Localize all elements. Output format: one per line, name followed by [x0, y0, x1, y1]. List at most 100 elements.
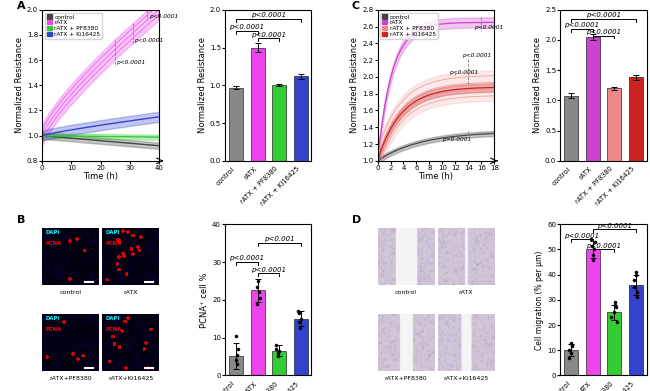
Text: PCNA: PCNA	[105, 241, 122, 246]
Text: rATX+Ki16425: rATX+Ki16425	[443, 376, 489, 381]
Point	[232, 352, 242, 358]
Text: DAPI: DAPI	[105, 230, 120, 235]
Point	[254, 289, 264, 296]
Y-axis label: Cell migration (% per μm): Cell migration (% per μm)	[536, 250, 545, 350]
Text: rATX+Ki16425: rATX+Ki16425	[108, 376, 153, 381]
Text: rATX+PF8380: rATX+PF8380	[49, 376, 92, 381]
Bar	[272, 351, 286, 375]
Text: p<0.0001: p<0.0001	[149, 14, 178, 19]
Point	[606, 314, 616, 321]
Point	[293, 308, 304, 314]
Point	[271, 342, 281, 348]
Point	[564, 355, 574, 361]
Text: p=0.0001: p=0.0001	[443, 137, 472, 142]
Bar	[607, 312, 621, 375]
Text: DAPI: DAPI	[105, 316, 120, 321]
Bar	[294, 76, 307, 161]
Bar	[564, 95, 579, 161]
Point	[231, 333, 241, 339]
Y-axis label: Normalized Resistance: Normalized Resistance	[350, 37, 359, 133]
Point	[612, 319, 622, 326]
Text: p<0.0001: p<0.0001	[116, 60, 146, 65]
Bar	[564, 350, 579, 375]
Bar	[629, 77, 643, 161]
Point	[610, 299, 621, 305]
Point	[631, 269, 642, 275]
Bar	[294, 319, 307, 375]
X-axis label: Time (h): Time (h)	[83, 172, 118, 181]
Text: PCNA: PCNA	[45, 327, 61, 332]
Text: rATX: rATX	[124, 290, 138, 295]
Bar	[586, 249, 600, 375]
Point	[632, 294, 642, 300]
Text: p<0.0001: p<0.0001	[462, 53, 491, 58]
Point	[252, 283, 262, 290]
Text: p<0.0001: p<0.0001	[564, 233, 600, 239]
Text: p<0.0001: p<0.0001	[474, 25, 503, 30]
Text: rATX+PF8380: rATX+PF8380	[385, 376, 427, 381]
Legend: control, rATX, rATX + PF8380, rATX + Ki16425: control, rATX, rATX + PF8380, rATX + Ki1…	[380, 13, 437, 39]
Text: p<0.0001: p<0.0001	[229, 24, 265, 30]
Bar	[229, 88, 243, 161]
Text: C: C	[352, 1, 360, 11]
Point	[296, 316, 306, 322]
Bar	[629, 285, 643, 375]
Point	[586, 236, 596, 242]
Point	[566, 339, 576, 346]
Point	[588, 256, 598, 263]
Text: control: control	[395, 290, 417, 295]
Y-axis label: PCNA⁺ cell %: PCNA⁺ cell %	[200, 272, 209, 328]
Text: p<0.0001: p<0.0001	[586, 29, 621, 35]
Text: p<0.001: p<0.001	[264, 237, 294, 242]
Text: p<0.0001: p<0.0001	[229, 255, 265, 261]
Bar	[250, 291, 265, 375]
Point	[274, 348, 285, 354]
Point	[566, 350, 577, 356]
Text: PCNA: PCNA	[105, 327, 122, 332]
Bar	[272, 85, 286, 161]
Text: B: B	[16, 215, 25, 225]
Text: rATX: rATX	[459, 290, 473, 295]
Text: p<0.0001: p<0.0001	[134, 38, 163, 43]
Text: p<0.0001: p<0.0001	[586, 12, 621, 18]
Point	[253, 278, 263, 284]
Text: p<0.0001: p<0.0001	[251, 12, 286, 18]
Text: DAPI: DAPI	[45, 316, 59, 321]
Point	[567, 343, 577, 350]
Point	[294, 310, 304, 316]
Point	[233, 346, 244, 352]
Bar	[607, 88, 621, 161]
Point	[629, 284, 639, 291]
Point	[629, 276, 640, 283]
Point	[271, 346, 281, 352]
Y-axis label: Normalized Resistance: Normalized Resistance	[15, 37, 24, 133]
Point	[588, 251, 599, 258]
Text: p<0.0001: p<0.0001	[251, 32, 286, 38]
Y-axis label: Normalized Resistance: Normalized Resistance	[533, 37, 542, 133]
Point	[589, 246, 599, 253]
Bar	[229, 356, 243, 375]
Point	[590, 239, 601, 245]
X-axis label: Time (h): Time (h)	[419, 172, 454, 181]
Point	[610, 302, 620, 308]
Point	[587, 242, 597, 249]
Point	[564, 347, 574, 353]
Point	[231, 361, 242, 367]
Bar	[250, 48, 265, 161]
Point	[273, 353, 283, 360]
Text: A: A	[16, 1, 25, 11]
Point	[608, 309, 619, 316]
Point	[294, 325, 305, 331]
Point	[630, 271, 641, 278]
Text: p<0.0001: p<0.0001	[586, 243, 621, 249]
Bar	[586, 37, 600, 161]
Text: PCNA: PCNA	[45, 241, 61, 246]
Text: p<0.0001: p<0.0001	[251, 267, 286, 273]
Text: DAPI: DAPI	[45, 230, 59, 235]
Text: control: control	[60, 290, 82, 295]
Text: D: D	[352, 215, 361, 225]
Point	[567, 342, 577, 348]
Point	[632, 289, 642, 296]
Point	[255, 295, 265, 301]
Text: p<0.0001: p<0.0001	[597, 222, 632, 229]
